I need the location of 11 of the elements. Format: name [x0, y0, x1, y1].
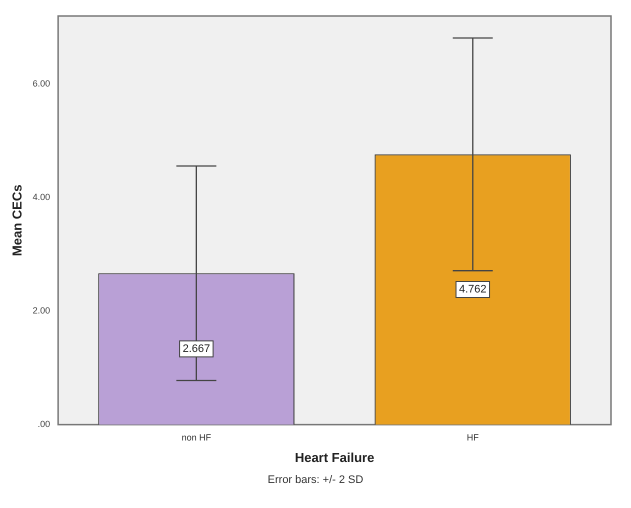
y-tick-label: 2.00	[32, 306, 50, 316]
x-tick-label: non HF	[182, 432, 212, 442]
y-axis-title: Mean CECs	[9, 184, 24, 256]
y-tick-label: 6.00	[32, 78, 50, 89]
data-label: 4.762	[459, 284, 487, 296]
x-tick-label: HF	[466, 432, 480, 442]
data-label: 2.667	[182, 342, 210, 355]
y-tick-label: 4.00	[32, 192, 50, 202]
text: Error bars: +/- 2 SD	[266, 474, 364, 486]
x-axis-title: Heart Failure	[294, 450, 374, 465]
y-tick-label: .00	[38, 419, 50, 430]
